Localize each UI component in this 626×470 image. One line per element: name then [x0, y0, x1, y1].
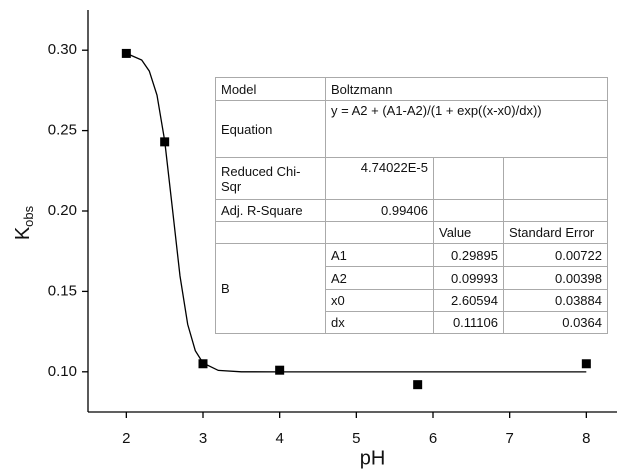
cell: Reduced Chi-Sqr — [215, 157, 326, 200]
cell: 0.29895 — [433, 243, 504, 267]
y-label-main: K — [12, 226, 34, 240]
cell — [325, 221, 434, 244]
x-tick-label: 4 — [275, 430, 283, 447]
x-tick-label: 6 — [429, 430, 437, 447]
y-tick-label: 0.20 — [48, 202, 77, 219]
cell: 0.09993 — [433, 266, 504, 290]
cell — [215, 221, 326, 244]
data-point — [581, 359, 591, 369]
data-point — [121, 48, 131, 58]
x-tick-label: 3 — [199, 430, 207, 447]
data-point — [198, 359, 208, 369]
fit-table: Model Boltzmann Equation y = A2 + (A1-A2)/… — [215, 77, 608, 334]
y-tick-label: 0.30 — [48, 41, 77, 58]
cell: Adj. R-Square — [215, 199, 326, 222]
x-tick-label: 8 — [582, 430, 590, 447]
cell: 0.11106 — [433, 311, 504, 334]
fit-curve — [126, 52, 587, 373]
cell: Equation — [215, 100, 326, 158]
cell: A2 — [325, 266, 434, 290]
cell: Boltzmann — [325, 77, 608, 101]
cell: 0.99406 — [325, 199, 434, 222]
cell: dx — [325, 311, 434, 334]
cell: Model — [215, 77, 326, 101]
y-axis-label: Kobs — [12, 205, 36, 240]
y-tick-label: 0.10 — [48, 363, 77, 380]
data-point — [413, 380, 423, 390]
cell — [433, 157, 504, 200]
cell: Value — [433, 221, 504, 244]
x-tick-label: 2 — [122, 430, 130, 447]
x-axis-label: pH — [360, 447, 386, 469]
cell: 0.03884 — [503, 289, 608, 312]
cell: B — [215, 243, 326, 334]
cell — [503, 199, 608, 222]
cell — [433, 199, 504, 222]
x-tick-label: 5 — [352, 430, 360, 447]
cell: y = A2 + (A1-A2)/(1 + exp((x-x0)/dx)) — [325, 100, 608, 158]
data-point — [275, 365, 285, 375]
y-tick-label: 0.25 — [48, 122, 77, 139]
cell: 0.00722 — [503, 243, 608, 267]
cell: Standard Error — [503, 221, 608, 244]
cell: 4.74022E-5 — [325, 157, 434, 200]
cell: 0.00398 — [503, 266, 608, 290]
cell: A1 — [325, 243, 434, 267]
cell — [503, 157, 608, 200]
x-tick-label: 7 — [505, 430, 513, 447]
y-label-sub: obs — [21, 205, 36, 226]
y-tick-label: 0.15 — [48, 282, 77, 299]
cell: x0 — [325, 289, 434, 312]
cell: 2.60594 — [433, 289, 504, 312]
cell: 0.0364 — [503, 311, 608, 334]
data-point — [160, 137, 170, 147]
